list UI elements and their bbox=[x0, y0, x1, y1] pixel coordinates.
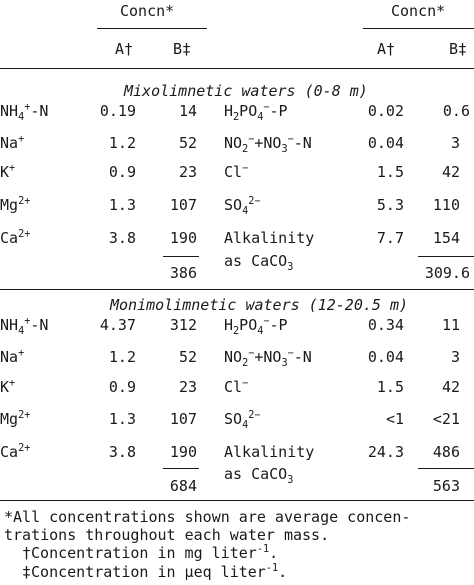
section-title-mixolimnetic: Mixolimnetic waters (0-8 m) bbox=[124, 82, 368, 100]
value-a: 0.02 bbox=[367, 102, 404, 120]
value-a: 0.34 bbox=[367, 316, 404, 334]
value-b: 190 bbox=[169, 229, 197, 247]
value-b: 11 bbox=[441, 316, 460, 334]
ion-label: H2PO4−-P bbox=[224, 316, 288, 337]
total-rule bbox=[418, 468, 474, 469]
footnote-line: trations throughout each water mass. bbox=[4, 526, 330, 544]
left-col-b-header: B‡ bbox=[173, 40, 192, 58]
ion-label: SO42− bbox=[224, 196, 261, 217]
ion-label: NH4+-N bbox=[0, 102, 49, 123]
value-a: 1.3 bbox=[108, 410, 136, 428]
left-col-a-header: A† bbox=[115, 40, 134, 58]
value-a: 1.5 bbox=[376, 163, 404, 181]
value-a: 7.7 bbox=[376, 229, 404, 247]
value-a: 3.8 bbox=[108, 229, 136, 247]
value-b: 42 bbox=[441, 163, 460, 181]
footnote-line: †Concentration in mg liter-1. bbox=[22, 544, 279, 562]
total-value: 309.6 bbox=[424, 264, 470, 282]
ion-label: Alkalinity bbox=[224, 229, 315, 247]
left-concn-header: Concn* bbox=[120, 2, 175, 20]
ion-label: NH4+-N bbox=[0, 316, 49, 337]
ion-label: NO2−+NO3−-N bbox=[224, 348, 312, 369]
ion-label: SO42− bbox=[224, 410, 261, 431]
ion-label: Cl− bbox=[224, 163, 249, 181]
ion-label: Mg2+ bbox=[0, 196, 31, 214]
ion-label: K+ bbox=[0, 378, 16, 396]
section-divider bbox=[0, 289, 474, 290]
value-b: 190 bbox=[169, 443, 197, 461]
value-b: 486 bbox=[432, 443, 460, 461]
value-b: <21 bbox=[432, 410, 460, 428]
value-b: 154 bbox=[432, 229, 460, 247]
value-b: 107 bbox=[169, 410, 197, 428]
value-a: 0.9 bbox=[108, 378, 136, 396]
ion-label: Na+ bbox=[0, 348, 25, 366]
ion-label: Alkalinity bbox=[224, 443, 315, 461]
ion-label: Na+ bbox=[0, 134, 25, 152]
value-b: 14 bbox=[178, 102, 197, 120]
footnote-line: *All concentrations shown are average co… bbox=[4, 508, 411, 526]
value-a: 0.19 bbox=[99, 102, 136, 120]
value-b: 23 bbox=[178, 163, 197, 181]
value-a: 0.04 bbox=[367, 134, 404, 152]
ion-label: Ca2+ bbox=[0, 443, 31, 461]
ion-label: NO2−+NO3−-N bbox=[224, 134, 312, 155]
left-header-rule bbox=[97, 28, 207, 29]
value-b: 3 bbox=[450, 134, 460, 152]
footnote-line: ‡Concentration in µeq liter-1. bbox=[22, 563, 288, 581]
value-a: 1.2 bbox=[108, 134, 136, 152]
value-a: 4.37 bbox=[99, 316, 136, 334]
ion-label: Mg2+ bbox=[0, 410, 31, 428]
total-value: 563 bbox=[432, 477, 460, 495]
value-b: 42 bbox=[441, 378, 460, 396]
right-concn-header: Concn* bbox=[391, 2, 446, 20]
table-bottom-rule bbox=[0, 500, 474, 501]
value-a: 5.3 bbox=[376, 196, 404, 214]
value-b: 107 bbox=[169, 196, 197, 214]
value-b: 52 bbox=[178, 134, 197, 152]
value-b: 23 bbox=[178, 378, 197, 396]
total-rule bbox=[418, 256, 474, 257]
right-col-b-header: B‡ bbox=[449, 40, 468, 58]
total-value: 684 bbox=[169, 477, 197, 495]
ion-label-continued: as CaCO3 bbox=[224, 465, 294, 486]
value-b: 110 bbox=[432, 196, 460, 214]
ion-label: H2PO4−-P bbox=[224, 102, 288, 123]
ion-label-continued: as CaCO3 bbox=[224, 252, 294, 273]
value-a: 3.8 bbox=[108, 443, 136, 461]
ion-label: K+ bbox=[0, 163, 16, 181]
value-a: <1 bbox=[385, 410, 404, 428]
ion-label: Cl− bbox=[224, 378, 249, 396]
total-value: 386 bbox=[169, 264, 197, 282]
value-b: 52 bbox=[178, 348, 197, 366]
right-header-rule bbox=[363, 28, 474, 29]
value-a: 1.3 bbox=[108, 196, 136, 214]
value-a: 0.04 bbox=[367, 348, 404, 366]
value-a: 1.2 bbox=[108, 348, 136, 366]
value-b: 3 bbox=[450, 348, 460, 366]
total-rule bbox=[163, 468, 199, 469]
ion-label: Ca2+ bbox=[0, 229, 31, 247]
total-rule bbox=[163, 256, 199, 257]
value-b: 0.6 bbox=[442, 102, 470, 120]
value-a: 0.9 bbox=[108, 163, 136, 181]
value-b: 312 bbox=[169, 316, 197, 334]
section-title-monimolimnetic: Monimolimnetic waters (12-20.5 m) bbox=[110, 296, 409, 314]
right-col-a-header: A† bbox=[377, 40, 396, 58]
header-bottom-rule bbox=[0, 68, 474, 69]
value-a: 1.5 bbox=[376, 378, 404, 396]
value-a: 24.3 bbox=[367, 443, 404, 461]
